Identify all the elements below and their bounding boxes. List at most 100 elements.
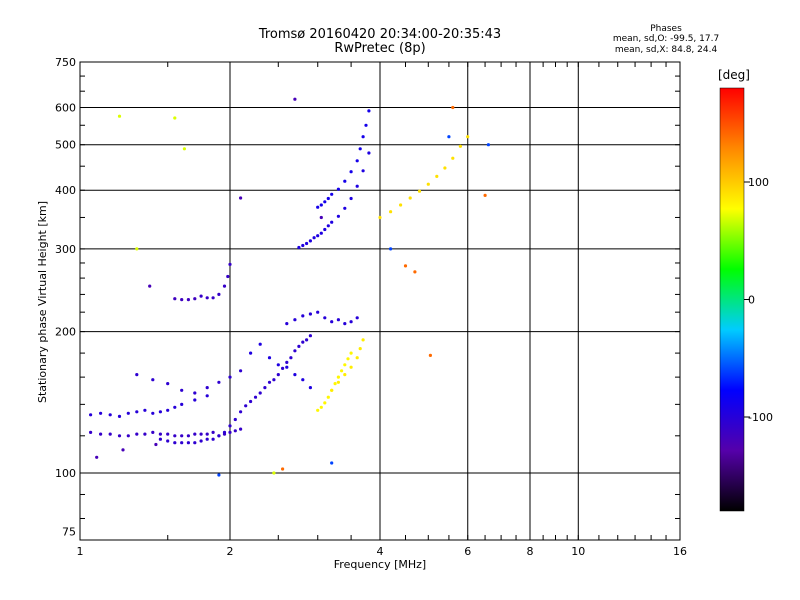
data-point — [151, 430, 155, 434]
data-point — [193, 441, 197, 445]
data-point — [267, 356, 272, 360]
colorbar-tick-label: 0 — [748, 294, 755, 307]
data-point — [228, 424, 232, 428]
data-point — [289, 356, 293, 360]
data-point — [297, 344, 301, 348]
data-point — [428, 353, 432, 357]
data-point — [349, 351, 353, 355]
data-point — [121, 448, 125, 452]
data-point — [355, 159, 359, 163]
data-point — [458, 144, 462, 148]
data-points — [89, 97, 490, 477]
data-point — [89, 430, 93, 434]
data-point — [117, 434, 122, 438]
data-point — [180, 388, 184, 392]
data-point — [403, 264, 408, 268]
data-point — [272, 471, 276, 475]
data-point — [293, 97, 297, 101]
data-point — [408, 196, 412, 200]
data-point — [135, 373, 139, 377]
data-point — [319, 231, 323, 235]
data-point — [301, 378, 305, 382]
data-point — [319, 215, 323, 220]
data-point — [330, 461, 334, 465]
data-point — [186, 441, 190, 445]
data-point — [193, 391, 197, 395]
data-point — [417, 189, 422, 193]
data-point — [253, 395, 258, 399]
data-point — [228, 262, 232, 266]
data-point — [349, 365, 353, 369]
data-point — [364, 123, 368, 127]
data-point — [173, 116, 177, 120]
data-point — [346, 357, 350, 361]
data-point — [173, 297, 177, 301]
x-tick-label: 1 — [77, 545, 84, 558]
data-point — [336, 380, 340, 384]
data-point — [316, 310, 320, 314]
data-point — [389, 210, 393, 214]
data-point — [228, 375, 232, 379]
data-point — [205, 437, 209, 441]
data-point — [199, 432, 203, 436]
colorbar-tick-label: -100 — [748, 411, 773, 424]
data-point — [211, 296, 215, 300]
data-point — [413, 270, 417, 274]
data-point — [158, 437, 162, 441]
data-point — [249, 399, 253, 404]
y-tick-label: 75 — [62, 526, 76, 539]
data-point — [173, 434, 177, 438]
data-point — [316, 234, 320, 238]
chart-subtitle: RwPretec (8p) — [334, 41, 426, 56]
data-point — [211, 430, 215, 434]
data-point — [276, 363, 280, 367]
data-point — [349, 196, 353, 201]
data-point — [466, 135, 470, 139]
data-point — [193, 432, 197, 436]
y-axis-label: Stationary phase Virtual Height [km] — [36, 201, 49, 403]
data-point — [222, 284, 227, 288]
data-point — [108, 432, 112, 436]
data-point — [258, 391, 262, 395]
x-tick-label: 6 — [464, 545, 471, 558]
data-point — [158, 432, 162, 436]
colorbar-ticks: 100 0 -100 — [744, 176, 773, 424]
x-tick-label: 8 — [527, 545, 534, 558]
data-point — [180, 434, 184, 438]
data-point — [308, 239, 312, 243]
data-point — [361, 169, 365, 173]
data-point — [95, 455, 99, 459]
data-point — [135, 247, 139, 251]
data-point — [355, 184, 359, 188]
data-point — [336, 375, 340, 379]
data-point — [154, 442, 158, 447]
data-point — [166, 408, 170, 412]
data-point — [349, 320, 353, 324]
data-point — [330, 220, 334, 224]
data-point — [263, 386, 267, 390]
data-point — [239, 410, 243, 414]
data-point — [233, 429, 237, 433]
data-point — [217, 292, 221, 296]
data-point — [135, 432, 139, 436]
data-point — [228, 430, 232, 434]
data-point — [301, 243, 305, 248]
data-point — [217, 434, 221, 438]
data-point — [180, 298, 184, 302]
phases-heading: Phases — [650, 24, 682, 34]
data-point — [361, 135, 365, 139]
data-point — [151, 411, 155, 415]
data-point — [378, 215, 382, 220]
data-point — [349, 170, 353, 174]
data-point — [193, 398, 197, 402]
data-point — [316, 205, 320, 209]
data-point — [308, 334, 312, 338]
data-point — [336, 214, 340, 218]
data-point — [267, 380, 272, 384]
data-point — [239, 427, 243, 431]
y-axis: 750 600 500 400 300 200 100 75 — [55, 56, 680, 539]
data-point — [99, 432, 103, 436]
data-point — [233, 417, 237, 422]
colorbar-tick-label: 100 — [748, 176, 769, 189]
data-point — [285, 365, 289, 369]
